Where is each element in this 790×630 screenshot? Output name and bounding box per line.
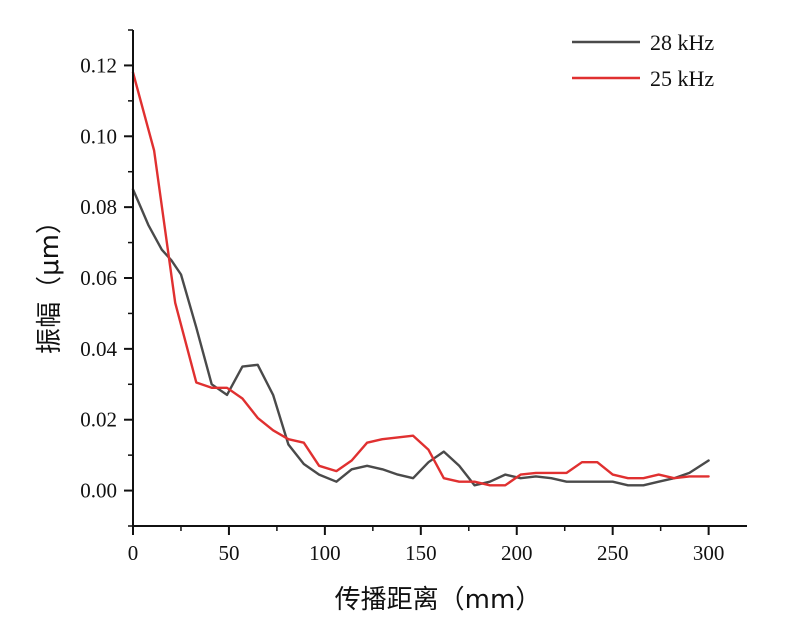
legend-label-1: 28 kHz — [650, 30, 714, 55]
x-tick-label: 250 — [597, 541, 629, 565]
y-tick-label: 0.12 — [80, 53, 117, 77]
x-tick-label: 50 — [218, 541, 239, 565]
x-tick-label: 100 — [309, 541, 341, 565]
y-axis-title: 振幅（μm） — [35, 208, 65, 354]
x-tick-label: 300 — [693, 541, 725, 565]
y-tick-label: 0.06 — [80, 266, 117, 290]
legend: 28 kHz 25 kHz — [572, 30, 714, 91]
series-line-1 — [131, 188, 710, 487]
x-ticks: 0 50 100 150 200 250 300 — [128, 526, 725, 565]
y-tick-label: 0.10 — [80, 124, 117, 148]
x-tick-label: 0 — [128, 541, 139, 565]
y-tick-label: 0.04 — [80, 337, 117, 361]
y-ticks: 0.00 0.02 0.04 0.06 0.08 0.10 0.12 — [80, 29, 133, 527]
x-axis-title: 传播距离（mm） — [335, 585, 542, 615]
y-tick-label: 0.02 — [80, 408, 117, 432]
series-line-2 — [131, 71, 710, 487]
x-tick-label: 150 — [405, 541, 437, 565]
series-layer — [131, 71, 710, 487]
plot-area — [131, 71, 710, 487]
axes: 0 50 100 150 200 250 300 0.000.020.040.060.080… — [80, 29, 747, 565]
x-tick-label: 200 — [501, 541, 533, 565]
legend-label-2: 25 kHz — [650, 66, 714, 91]
y-tick-label: 0.08 — [80, 195, 117, 219]
y-tick-label: 0.00 — [80, 479, 117, 503]
